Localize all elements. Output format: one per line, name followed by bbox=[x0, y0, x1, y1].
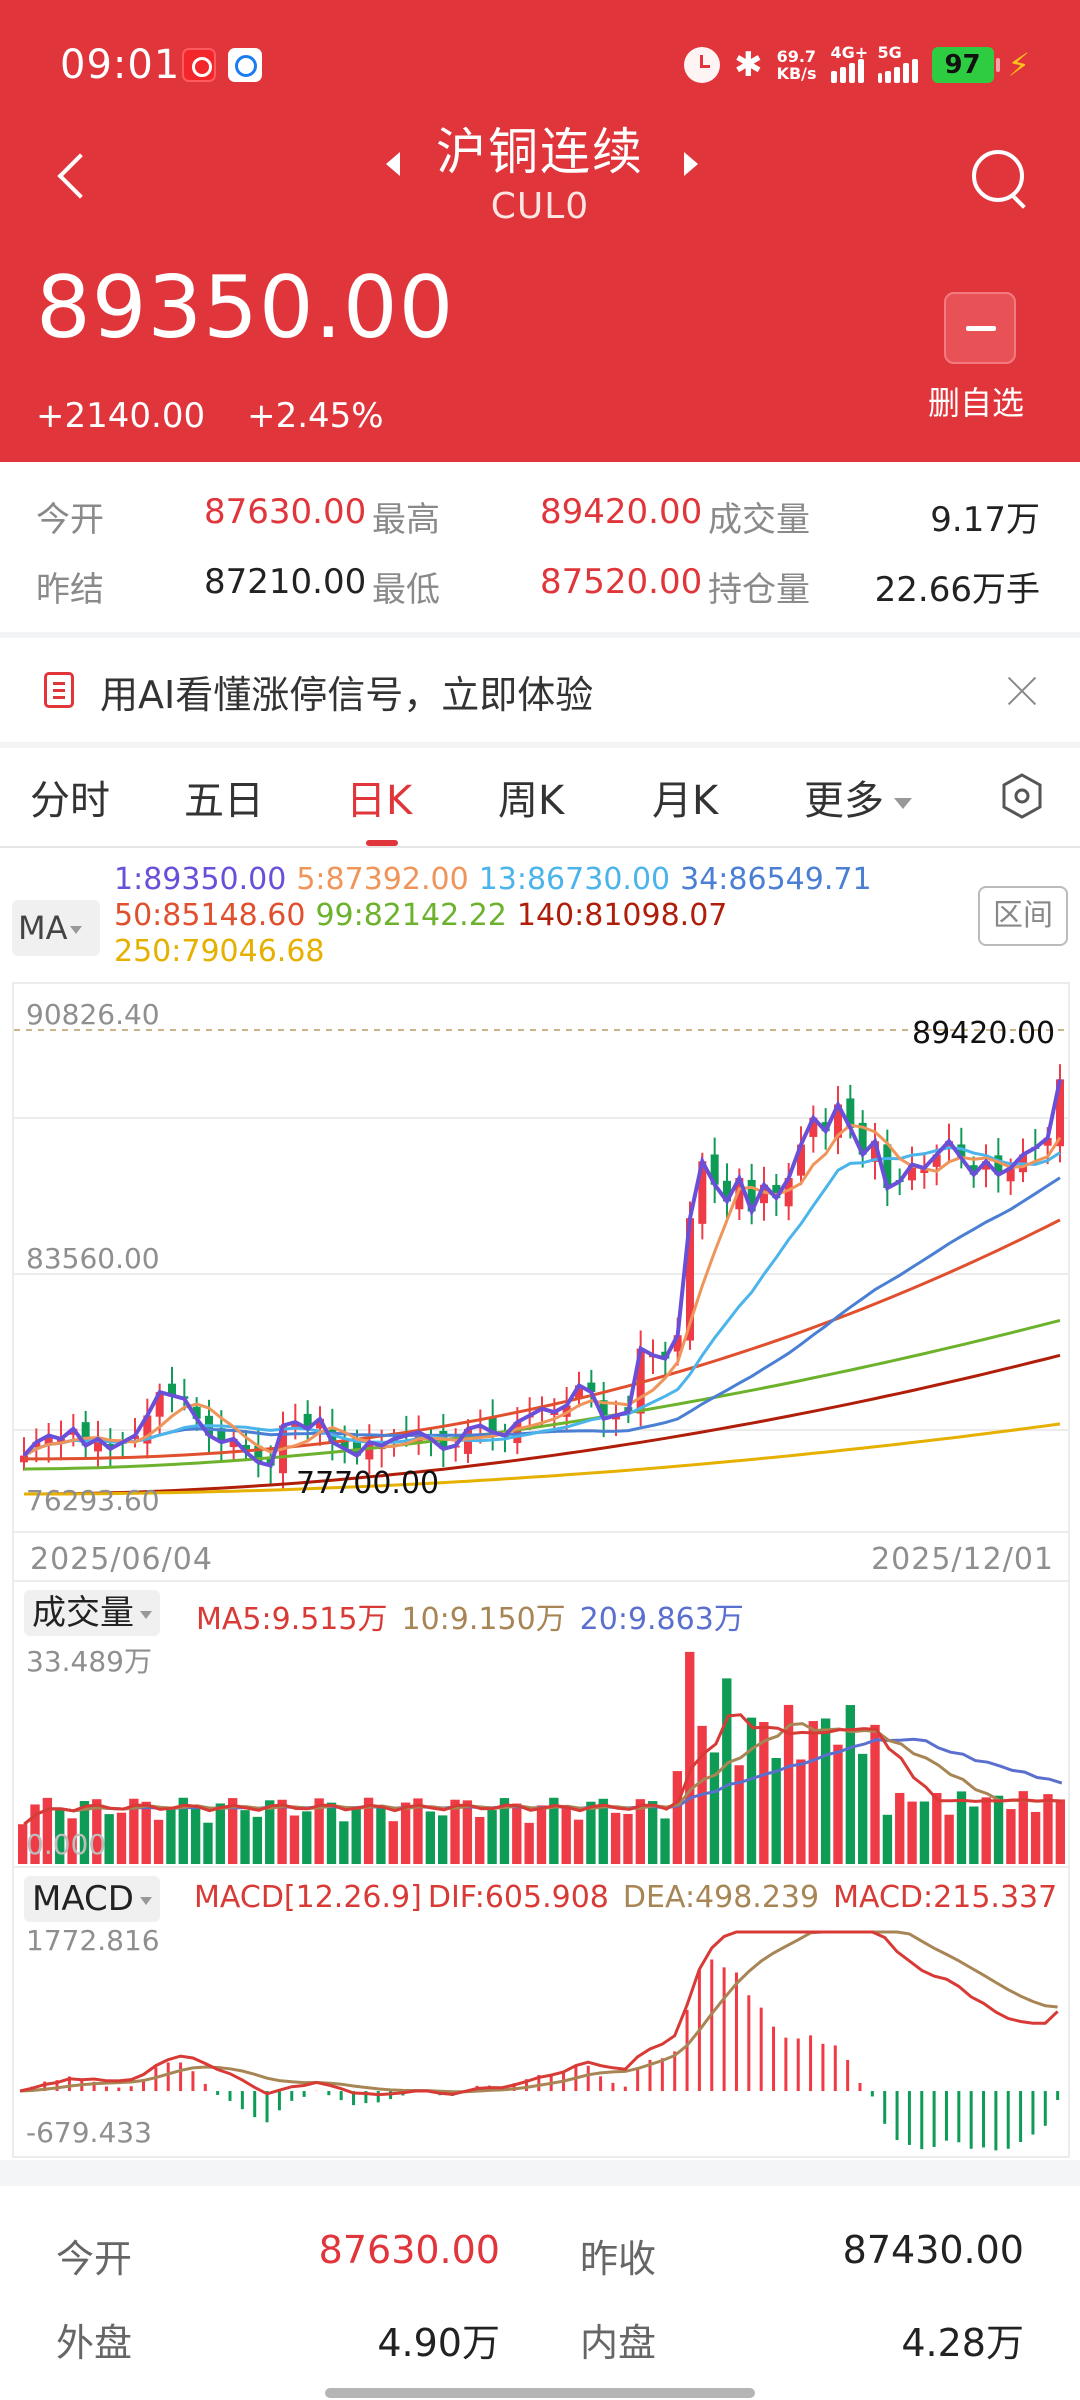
change-percent: +2.45% bbox=[247, 396, 384, 436]
divider bbox=[0, 2160, 1080, 2186]
macd-panel[interactable]: MACD MACD[12.26.9] DIF:605.908 DEA:498.239… bbox=[12, 1866, 1070, 2158]
volume-panel[interactable]: 成交量 MA5:9.515万 10:9.150万 20:9.863万 33.489万… bbox=[12, 1580, 1070, 1868]
settings-icon[interactable] bbox=[1000, 772, 1044, 820]
range-button[interactable]: 区间 bbox=[978, 886, 1068, 946]
volume-y-top: 33.489万 bbox=[26, 1645, 152, 1678]
ma1-value: 1:89350.00 bbox=[114, 862, 287, 897]
chevron-down-icon bbox=[140, 1610, 152, 1619]
quote-table: 今开 87630.00 昨收 87430.00 外盘 4.90万 内盘 4.28… bbox=[0, 2186, 1080, 2400]
ai-banner[interactable]: 用AI看懂涨停信号，立即体验 bbox=[0, 640, 1080, 742]
ma50-value: 50:85148.60 bbox=[114, 898, 306, 933]
period-tabs: 分时 五日 日K 周K 月K 更多 bbox=[0, 748, 1080, 848]
divider bbox=[0, 742, 1080, 748]
x-axis-end: 2025/12/01 bbox=[871, 1542, 1054, 1577]
volume-ma-values: MA5:9.515万 10:9.150万 20:9.863万 bbox=[196, 1602, 744, 1637]
tab-weekly-k[interactable]: 周K bbox=[498, 778, 565, 824]
ma140-value: 140:81098.07 bbox=[516, 898, 728, 933]
remove-favorite-button[interactable] bbox=[944, 292, 1016, 364]
charging-icon: ⚡ bbox=[1007, 46, 1030, 84]
y-axis-mid: 83560.00 bbox=[26, 1242, 160, 1275]
divider bbox=[0, 632, 1080, 638]
ai-banner-text[interactable]: 用AI看懂涨停信号，立即体验 bbox=[100, 673, 594, 717]
tab-more[interactable]: 更多 bbox=[804, 768, 912, 826]
prev-contract-arrow-icon[interactable] bbox=[386, 152, 400, 176]
header: 09:01 ✱ 69.7 KB/s 4G+ 5G 97 ⚡ 沪铜连续 CUL0 bbox=[0, 0, 1080, 462]
document-icon bbox=[44, 672, 74, 708]
close-icon[interactable] bbox=[1004, 672, 1040, 708]
ma34-value: 34:86549.71 bbox=[680, 862, 872, 897]
tab-five-day[interactable]: 五日 bbox=[184, 778, 264, 824]
alarm-icon bbox=[684, 47, 721, 83]
page-title: 沪铜连续 bbox=[436, 123, 644, 181]
status-time: 09:01 bbox=[60, 42, 181, 88]
stats-row-2: 昨结 87210.00 最低 87520.00 持仓量 22.66万手 bbox=[36, 562, 1040, 610]
back-button[interactable] bbox=[52, 150, 88, 206]
home-indicator[interactable] bbox=[325, 2388, 755, 2398]
volume-y-bottom: 0.000 bbox=[26, 1828, 107, 1861]
chevron-down-icon bbox=[139, 1896, 152, 1905]
active-tab-indicator bbox=[366, 840, 398, 846]
ma13-value: 13:86730.00 bbox=[478, 862, 671, 897]
ma-legend: MA 1:89350.00 5:87392.00 13:86730.00 34:865… bbox=[0, 852, 1080, 982]
status-bar: 09:01 ✱ 69.7 KB/s 4G+ 5G 97 ⚡ bbox=[0, 40, 1080, 90]
signal-4g-icon: 4G+ bbox=[830, 43, 868, 83]
signal-5g-icon: 5G bbox=[877, 43, 918, 83]
ma5-value: 5:87392.00 bbox=[296, 862, 469, 897]
search-icon[interactable] bbox=[970, 148, 1032, 210]
ma250-value: 250:79046.68 bbox=[114, 934, 325, 969]
quote-stats: 今开 87630.00 最高 89420.00 成交量 9.17万 昨结 872… bbox=[0, 462, 1080, 632]
battery-icon: 97 bbox=[931, 47, 1000, 83]
y-axis-bottom: 76293.60 bbox=[26, 1484, 160, 1517]
price-change: +2140.00 +2.45% bbox=[36, 396, 384, 436]
macd-plot[interactable] bbox=[14, 1868, 1068, 2156]
last-price: 89350.00 bbox=[36, 258, 455, 358]
x-axis-start: 2025/06/04 bbox=[30, 1542, 213, 1577]
volume-selector-button[interactable]: 成交量 bbox=[24, 1590, 160, 1636]
remove-favorite-label[interactable]: 删自选 bbox=[928, 384, 1025, 422]
tab-monthly-k[interactable]: 月K bbox=[652, 778, 719, 824]
tab-daily-k[interactable]: 日K bbox=[346, 778, 413, 824]
macd-y-bottom: -679.433 bbox=[26, 2116, 152, 2149]
tab-intraday[interactable]: 分时 bbox=[30, 778, 110, 824]
macd-values: MACD[12.26.9] DIF:605.908 DEA:498.239 MACD:… bbox=[194, 1880, 1058, 1915]
instrument-code: CUL0 bbox=[490, 186, 590, 227]
stats-row-1: 今开 87630.00 最高 89420.00 成交量 9.17万 bbox=[36, 492, 1040, 540]
bluetooth-icon: ✱ bbox=[734, 45, 763, 85]
ma99-value: 99:82142.22 bbox=[315, 898, 507, 933]
kline-chart[interactable]: 90826.40 83560.00 76293.60 89420.00 7770… bbox=[12, 982, 1070, 1582]
change-amount: +2140.00 bbox=[36, 396, 206, 436]
next-contract-arrow-icon[interactable] bbox=[684, 152, 698, 176]
macd-selector-button[interactable]: MACD bbox=[24, 1876, 160, 1922]
chevron-down-icon bbox=[69, 926, 82, 934]
volume-plot[interactable] bbox=[14, 1582, 1068, 1866]
network-speed: 69.7 KB/s bbox=[776, 47, 817, 83]
high-marker: 89420.00 bbox=[912, 1016, 1056, 1051]
ma-values: 1:89350.00 5:87392.00 13:86730.00 34:86549.… bbox=[114, 862, 934, 970]
low-marker: 77700.00 bbox=[296, 1466, 440, 1501]
netease-music-icon bbox=[182, 48, 216, 82]
messenger-icon bbox=[228, 48, 262, 82]
chevron-down-icon bbox=[894, 797, 912, 809]
macd-y-top: 1772.816 bbox=[26, 1924, 160, 1957]
instrument-title: 沪铜连续 CUL0 bbox=[340, 112, 740, 227]
ma-selector-button[interactable]: MA bbox=[12, 900, 100, 956]
kline-plot[interactable] bbox=[14, 984, 1068, 1580]
y-axis-top: 90826.40 bbox=[26, 998, 160, 1031]
